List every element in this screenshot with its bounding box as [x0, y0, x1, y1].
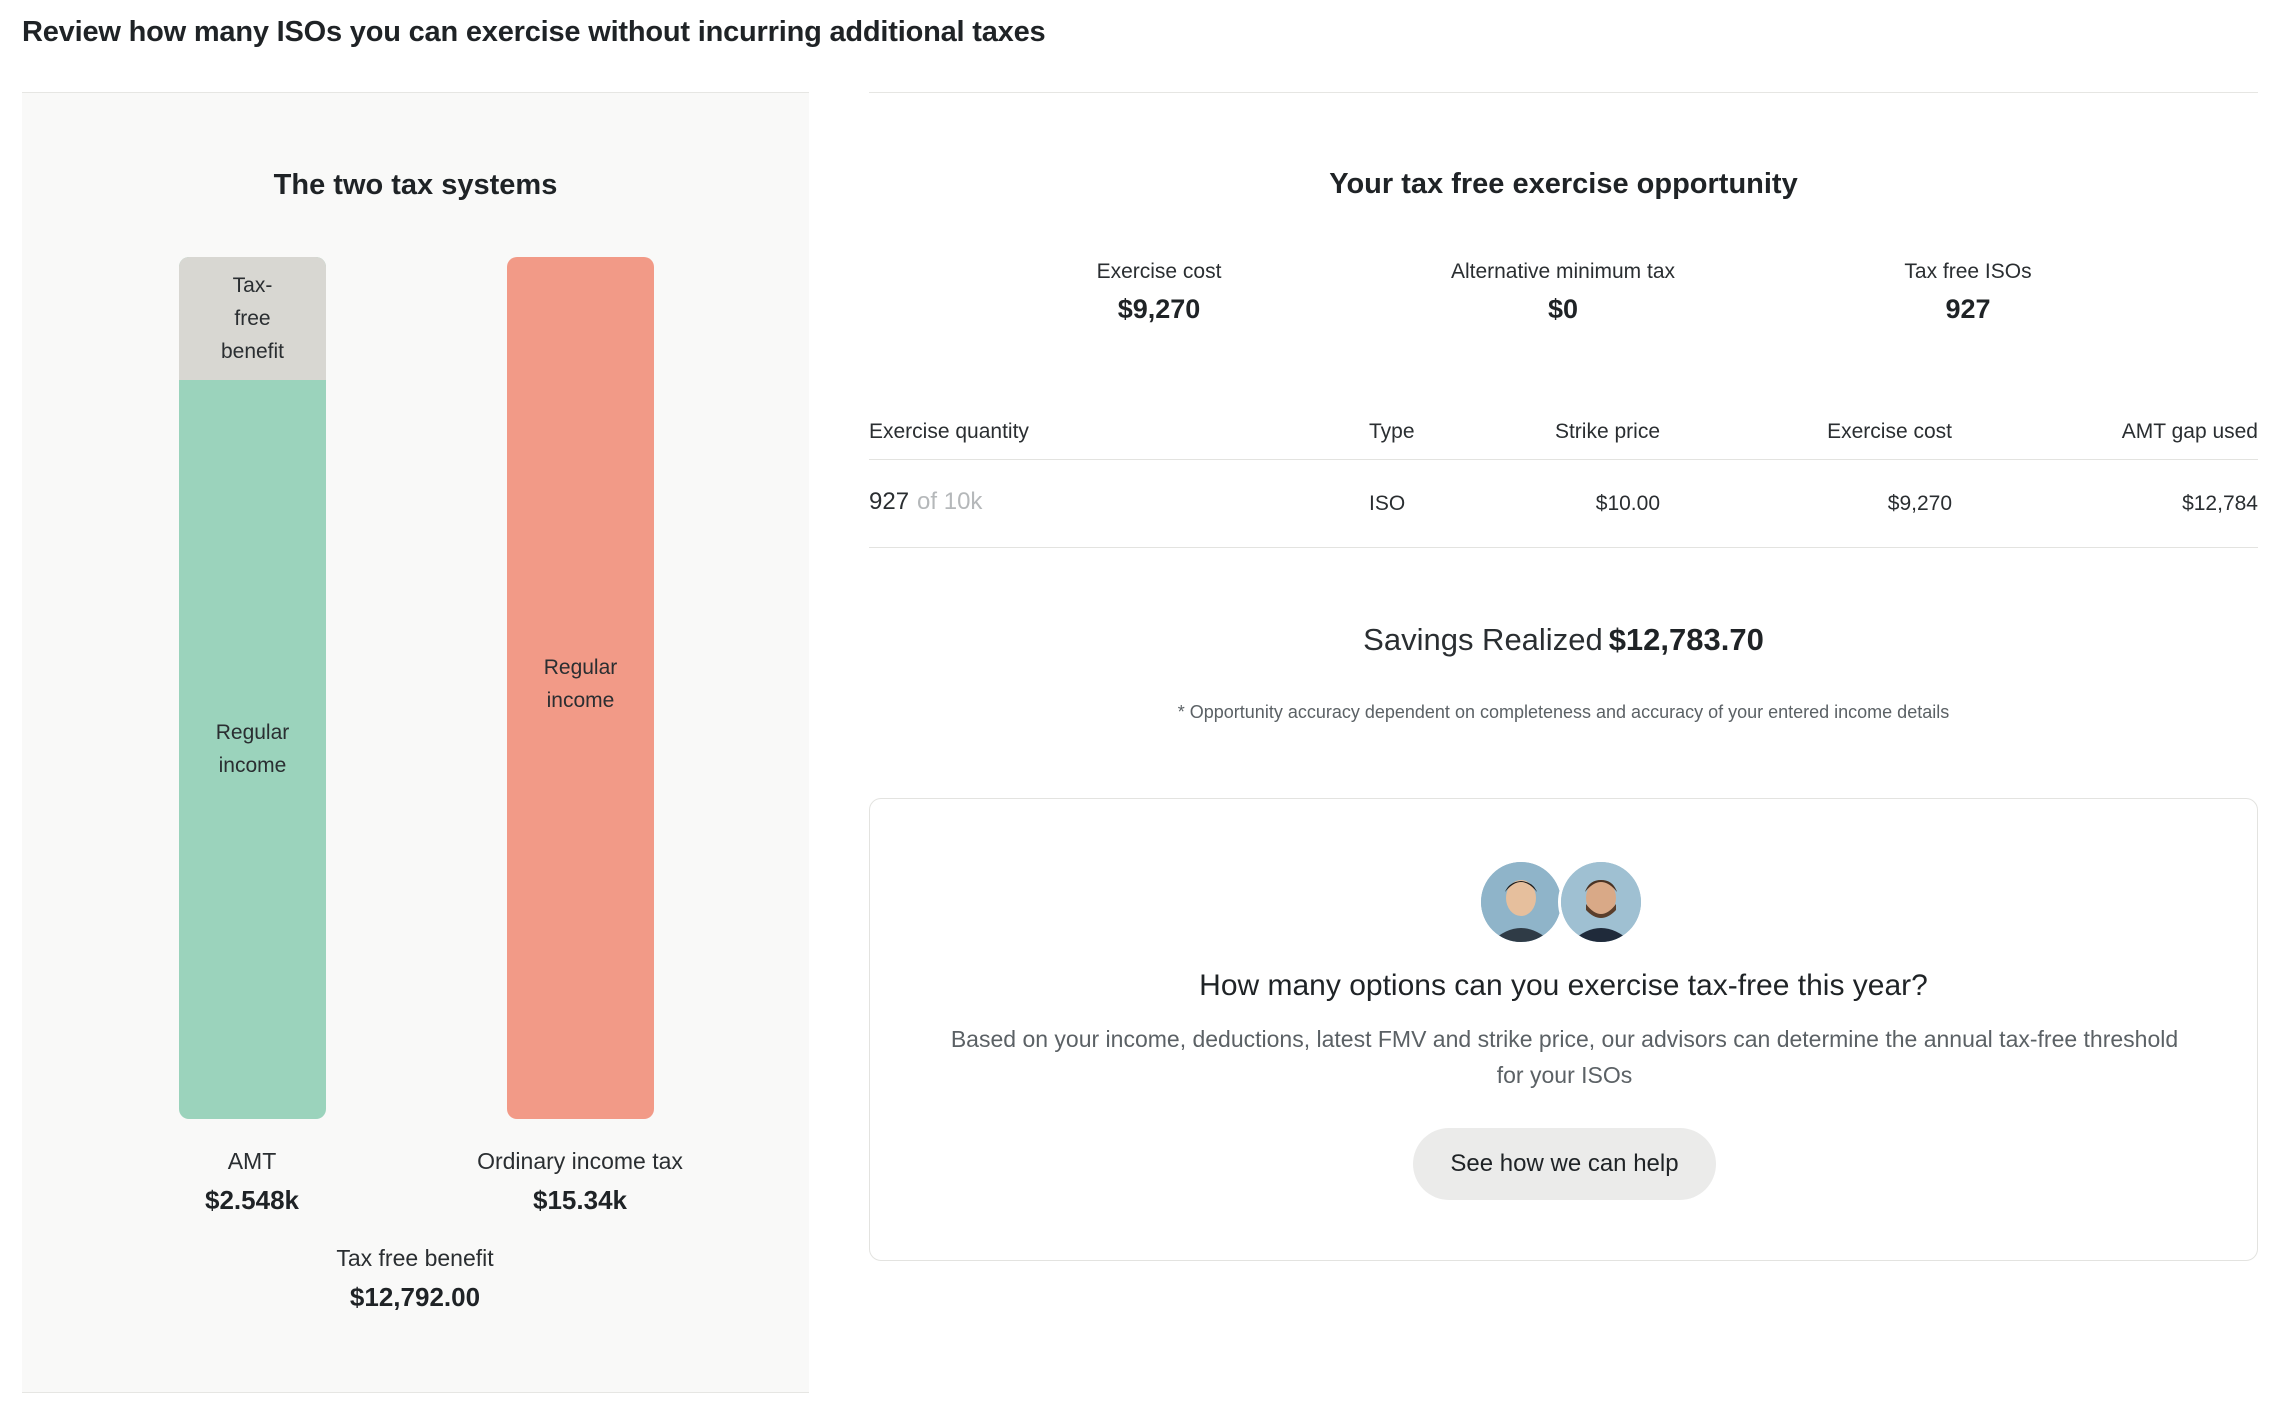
strike-price-cell: $10.00 — [1595, 492, 1660, 515]
metric-value: $0 — [1547, 294, 1579, 324]
amt-value: $2.548k — [205, 1185, 299, 1215]
disclaimer: * Opportunity accuracy dependent on comp… — [1177, 702, 1950, 722]
ordinary-income-tax-label: Ordinary income tax — [477, 1148, 683, 1174]
header-type: Type — [1369, 420, 1415, 443]
metric-label: Exercise cost — [1096, 260, 1222, 283]
amt-regular-income-label: Regular income — [215, 721, 290, 777]
advisor-portrait-icon — [1561, 862, 1641, 942]
header-exercise-quantity: Exercise quantity — [869, 420, 1029, 443]
opportunity-title: Your tax free exercise opportunity — [1329, 168, 1798, 200]
metric-tax-free-isos: Tax free ISOs 927 — [1788, 260, 2148, 325]
exercise-cost-cell: $9,270 — [1887, 492, 1952, 515]
metric-label: Tax free ISOs — [1904, 260, 2032, 283]
type-cell: ISO — [1369, 492, 1406, 515]
savings-value: $12,783.70 — [1608, 622, 1764, 657]
advisor-avatars — [1478, 859, 1648, 945]
header-strike-price: Strike price — [1554, 420, 1660, 443]
exercise-quantity-total: of 10k — [917, 488, 983, 515]
metric-exercise-cost: Exercise cost $9,270 — [979, 260, 1339, 325]
page-title: Review how many ISOs you can exercise wi… — [22, 16, 1046, 48]
table-header: Exercise quantity Type Strike price Exer… — [869, 410, 2258, 460]
advisor-portrait-icon — [1481, 862, 1561, 942]
tax-free-benefit-label: Tax free benefit — [336, 1245, 494, 1271]
tax-free-benefit-segment-label: Tax- free benefit — [220, 274, 285, 363]
metric-value: 927 — [1945, 294, 1991, 324]
avatar — [1558, 859, 1644, 945]
header-amt-gap-used: AMT gap used — [2121, 420, 2258, 443]
ordinary-income-bar: Regular income — [507, 257, 654, 1119]
amt-gap-used-cell: $12,784 — [2182, 492, 2258, 515]
advisor-help-card: How many options can you exercise tax-fr… — [869, 798, 2258, 1261]
ordinary-regular-income-label: Regular income — [543, 656, 618, 712]
exercise-quantity-cell[interactable]: 927 of 10k — [869, 488, 982, 516]
see-how-we-can-help-button[interactable]: See how we can help — [1413, 1128, 1716, 1200]
savings-label: Savings Realized — [1363, 622, 1603, 657]
tax-free-benefit-caption: Tax free benefit $12,792.00 — [265, 1245, 565, 1313]
metric-alternative-minimum-tax: Alternative minimum tax $0 — [1383, 260, 1743, 325]
ordinary-income-tax-caption: Ordinary income tax $15.34k — [430, 1148, 730, 1216]
amt-bar: Tax- free benefit Regular income — [179, 257, 326, 1119]
savings-realized: Savings Realized $12,783.70 — [869, 622, 2258, 658]
help-card-description: Based on your income, deductions, latest… — [950, 1026, 2179, 1088]
amt-label: AMT — [227, 1148, 277, 1174]
amt-caption: AMT $2.548k — [102, 1148, 402, 1216]
divider — [869, 92, 2258, 93]
ordinary-income-tax-value: $15.34k — [533, 1185, 627, 1215]
help-card-title: How many options can you exercise tax-fr… — [1199, 969, 1928, 1002]
header-exercise-cost: Exercise cost — [1827, 420, 1952, 443]
tax-systems-panel: The two tax systems Tax- free benefit Re… — [22, 92, 809, 1393]
tax-free-benefit-value: $12,792.00 — [349, 1282, 481, 1312]
metric-value: $9,270 — [1117, 294, 1201, 324]
tax-systems-title: The two tax systems — [273, 169, 558, 201]
table-row: 927 of 10k ISO $10.00 $9,270 $12,784 — [869, 460, 2258, 548]
amt-tax-free-benefit-segment: Tax- free benefit — [179, 257, 326, 380]
exercise-quantity-value[interactable]: 927 — [869, 488, 910, 515]
avatar — [1478, 859, 1564, 945]
exercise-table: Exercise quantity Type Strike price Exer… — [869, 410, 2258, 548]
metric-label: Alternative minimum tax — [1450, 260, 1676, 283]
